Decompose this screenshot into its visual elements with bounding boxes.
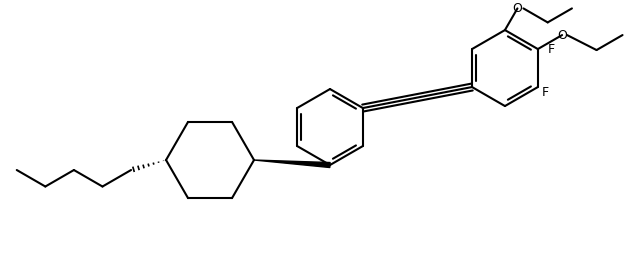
Text: F: F bbox=[548, 43, 555, 56]
Polygon shape bbox=[254, 160, 330, 168]
Text: O: O bbox=[513, 2, 522, 15]
Text: O: O bbox=[557, 28, 567, 42]
Text: F: F bbox=[542, 86, 549, 99]
